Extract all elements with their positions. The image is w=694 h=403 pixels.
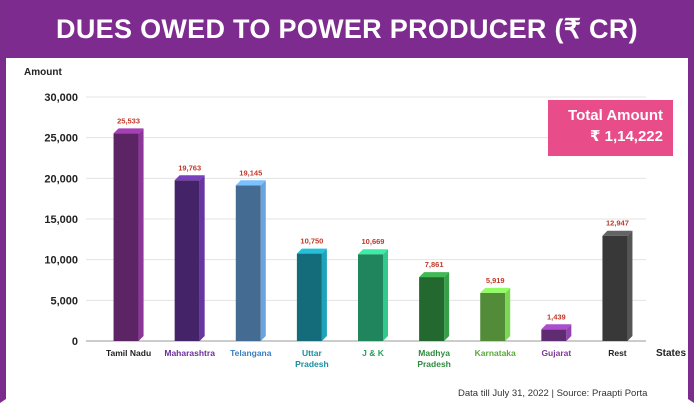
y-tick-label: 0 xyxy=(72,336,78,348)
value-label: 19,763 xyxy=(178,163,201,172)
bar-top xyxy=(358,249,388,255)
bar xyxy=(235,185,261,341)
bar-top xyxy=(113,128,144,134)
y-tick-label: 5,000 xyxy=(50,295,78,307)
bar-top xyxy=(174,175,205,181)
bar-side xyxy=(566,324,572,341)
bar xyxy=(480,292,506,341)
value-labels: 25,533 19,763 19,145 10,750 10,669 7,861 5,919… xyxy=(117,116,629,321)
category-label: Madhya xyxy=(418,348,450,358)
bar-side xyxy=(199,175,205,341)
bar-top xyxy=(419,272,450,278)
bar xyxy=(419,277,445,341)
bar-side xyxy=(505,287,511,341)
total-amount-value: ₹ 1,14,222 xyxy=(590,128,663,145)
category-label: Karnataka xyxy=(475,348,516,358)
chart-title: DUES OWED TO POWER PRODUCER (₹ CR) xyxy=(56,13,638,44)
bar xyxy=(541,329,567,341)
category-label: Gujarat xyxy=(541,348,571,358)
total-amount-label: Total Amount xyxy=(568,107,663,124)
category-label: Pradesh xyxy=(295,359,329,369)
value-label: 7,861 xyxy=(425,260,444,269)
bar-top xyxy=(602,230,633,236)
y-tick-label: 25,000 xyxy=(44,133,78,145)
value-label: 19,145 xyxy=(239,168,262,177)
source-footnote: Data till July 31, 2022 | Source: Praapt… xyxy=(458,388,648,399)
bar-top xyxy=(541,324,572,330)
bar-top xyxy=(296,248,327,254)
bar xyxy=(296,253,322,341)
bar xyxy=(113,133,139,341)
bars xyxy=(113,128,633,341)
category-label: Uttar xyxy=(302,348,323,358)
y-tick-label: 30,000 xyxy=(44,92,78,104)
y-axis-label: Amount xyxy=(24,67,62,78)
value-label: 1,439 xyxy=(547,312,566,321)
bar-top xyxy=(480,287,511,293)
y-tick-label: 15,000 xyxy=(44,214,78,226)
category-label: Rest xyxy=(608,348,627,358)
bar-top xyxy=(235,180,266,186)
bar xyxy=(174,180,200,341)
y-tick-label: 20,000 xyxy=(44,173,78,185)
bar-side xyxy=(260,180,266,341)
y-tick-labels: 0 5,000 10,000 15,000 20,000 25,000 30,000 xyxy=(44,92,78,348)
bar-side xyxy=(138,128,144,341)
category-label: Tamil Nadu xyxy=(106,348,151,358)
bar-chart: 0 5,000 10,000 15,000 20,000 25,000 30,000 25,… xyxy=(44,92,686,369)
y-tick-label: 10,000 xyxy=(44,255,78,267)
category-label: J & K xyxy=(362,348,385,358)
x-axis-label: States xyxy=(656,348,686,359)
bar-side xyxy=(383,249,388,341)
bar xyxy=(602,235,628,341)
category-label: Pradesh xyxy=(417,359,451,369)
title-band: DUES OWED TO POWER PRODUCER (₹ CR) xyxy=(6,0,688,58)
bar-side xyxy=(321,248,327,341)
category-labels: Tamil Nadu Maharashtra Telangana UttarPrade… xyxy=(106,348,627,369)
value-label: 10,669 xyxy=(362,237,385,246)
bar xyxy=(358,254,383,341)
value-label: 10,750 xyxy=(300,237,323,246)
bar-side xyxy=(444,272,450,341)
category-label: Maharashtra xyxy=(164,348,215,358)
value-label: 5,919 xyxy=(486,276,505,285)
value-label: 12,947 xyxy=(606,219,629,228)
bar-side xyxy=(627,230,633,341)
total-amount-box: Total Amount ₹ 1,14,222 xyxy=(548,100,673,156)
value-label: 25,533 xyxy=(117,116,140,125)
category-label: Telangana xyxy=(230,348,272,358)
